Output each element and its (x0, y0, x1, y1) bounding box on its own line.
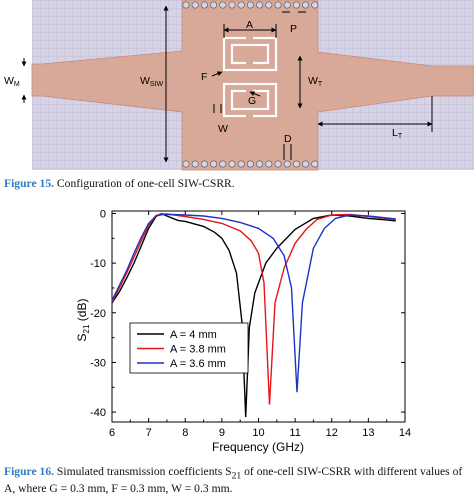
x-tick-label: 8 (182, 427, 188, 439)
via-hole (219, 160, 227, 168)
s21-chart: 6 7 8 9 10 11 12 13 14 0 -10 -20 -30 -40 Frequency (G… (75, 208, 411, 454)
x-tick-label: 13 (362, 427, 374, 439)
via-hole (191, 160, 199, 168)
via-hole (265, 160, 273, 168)
y-tick-label: -20 (90, 308, 106, 320)
via-hole (311, 1, 319, 9)
y-tick-label: -30 (90, 357, 106, 369)
label-a: A (246, 19, 253, 31)
x-tick-label: 6 (109, 427, 115, 439)
via-hole (292, 160, 300, 168)
via-hole (292, 1, 300, 9)
x-tick-label: 12 (326, 427, 338, 439)
via-hole (283, 1, 291, 9)
via-hole (200, 1, 208, 9)
label-p: P (290, 23, 297, 35)
via-hole (256, 160, 264, 168)
label-wsiw: WSIW (140, 75, 164, 88)
x-tick-label: 7 (146, 427, 152, 439)
figure-15-caption: Figure 15. Configuration of one-cell SIW… (4, 177, 470, 190)
y-tick-label: -10 (90, 258, 106, 270)
chart-legend: A = 4 mm A = 3.8 mm A = 3.6 mm (129, 322, 249, 374)
legend-label-2: A = 3.8 mm (170, 344, 226, 356)
via-hole-rows (182, 1, 319, 168)
series-line-1 (111, 212, 396, 418)
via-hole (274, 1, 282, 9)
x-tick-label: 10 (252, 427, 264, 439)
label-g: G (248, 95, 256, 107)
via-hole (219, 1, 227, 9)
legend-label-3: A = 3.6 mm (170, 358, 226, 370)
y-axis-label: S21 (dB) (75, 299, 91, 342)
series-line-2 (111, 213, 396, 405)
figure-15-caption-label: Figure 15. (4, 177, 55, 190)
siw-csrr-configuration-figure: WM WSIW WT LT A P F G W D (4, 0, 474, 171)
label-wm: WM (4, 75, 20, 88)
figure-15-caption-text: Configuration of one-cell SIW-CSRR. (54, 177, 235, 190)
label-d: D (284, 133, 292, 145)
label-lt: LT (392, 127, 403, 140)
via-hole (210, 160, 218, 168)
via-hole (191, 1, 199, 9)
via-hole (237, 1, 245, 9)
label-wt: WT (308, 75, 323, 88)
label-f: F (201, 71, 207, 83)
via-hole (237, 160, 245, 168)
figure-16-caption-sub: 21 (231, 470, 242, 482)
via-hole (182, 1, 190, 9)
via-hole (283, 160, 291, 168)
x-tick-label: 14 (399, 427, 411, 439)
via-hole (311, 160, 319, 168)
via-hole (210, 1, 218, 9)
via-hole (302, 1, 310, 9)
via-hole (265, 1, 273, 9)
via-hole (256, 1, 264, 9)
via-hole (182, 160, 190, 168)
via-hole (228, 1, 236, 9)
via-hole (302, 160, 310, 168)
figure-16-caption: Figure 16. Simulated transmission coeffi… (4, 465, 472, 495)
x-tick-label: 9 (219, 427, 225, 439)
via-hole (246, 160, 254, 168)
figure-16-caption-label: Figure 16. (4, 465, 55, 478)
legend-label-1: A = 4 mm (170, 329, 217, 341)
figure-16-caption-text-b: of one-cell SIW-CSRR with different valu… (4, 465, 463, 495)
via-hole (200, 160, 208, 168)
series-line-3 (111, 213, 396, 393)
x-axis-label: Frequency (GHz) (212, 440, 304, 454)
figure-16-caption-text-a: Simulated transmission coefficients S (54, 465, 232, 478)
y-tick-label: -40 (90, 407, 106, 419)
label-w: W (218, 123, 228, 135)
y-tick-label: 0 (100, 208, 106, 220)
via-hole (246, 1, 254, 9)
via-hole (228, 160, 236, 168)
via-hole (274, 160, 282, 168)
x-tick-label: 11 (289, 427, 300, 439)
